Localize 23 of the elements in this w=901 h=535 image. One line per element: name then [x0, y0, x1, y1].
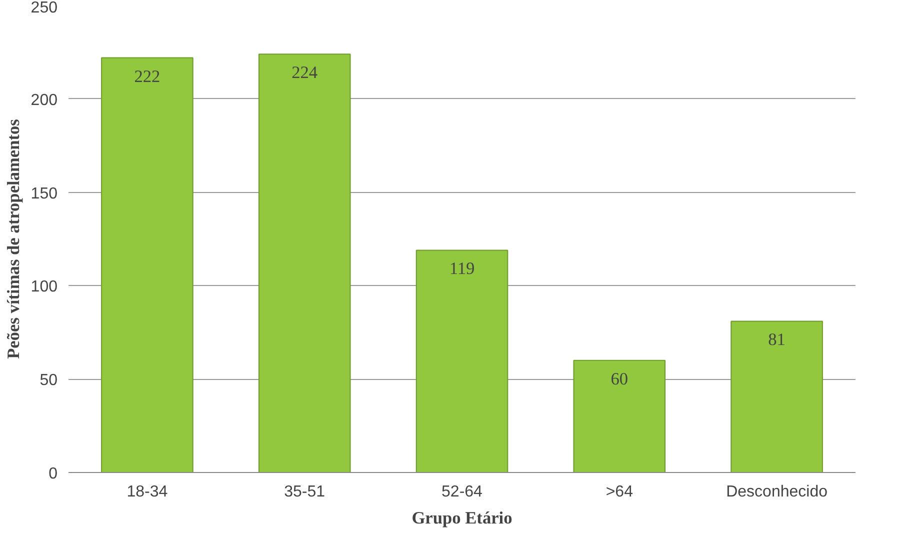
data-label: 60: [610, 369, 628, 388]
x-tick-label: >64: [606, 484, 634, 500]
y-tick-label: 0: [48, 466, 58, 482]
data-label: 81: [768, 330, 786, 350]
data-label: 224: [292, 63, 318, 82]
y-tick-label: 50: [40, 372, 58, 390]
data-label: 222: [134, 66, 160, 86]
y-tick-label: 250: [30, 0, 58, 16]
data-label: 119: [449, 259, 475, 278]
bar: [101, 57, 194, 472]
x-tick-label: 35-51: [284, 484, 326, 500]
y-tick-label: 100: [30, 278, 58, 296]
x-tick-label: Desconhecido: [726, 484, 828, 500]
y-tick-label: 150: [30, 185, 58, 202]
y-tick-label: 200: [30, 92, 58, 109]
x-tick-label: 18-34: [126, 484, 168, 500]
x-tick-label: 52-64: [442, 484, 483, 500]
bar: [416, 250, 508, 472]
bar: [258, 54, 351, 472]
bar: [730, 320, 823, 472]
y-axis-title: Peões vítimas de atropelamentos: [4, 118, 23, 359]
x-axis-title: Grupo Etário: [412, 508, 512, 528]
bar: [573, 360, 666, 472]
